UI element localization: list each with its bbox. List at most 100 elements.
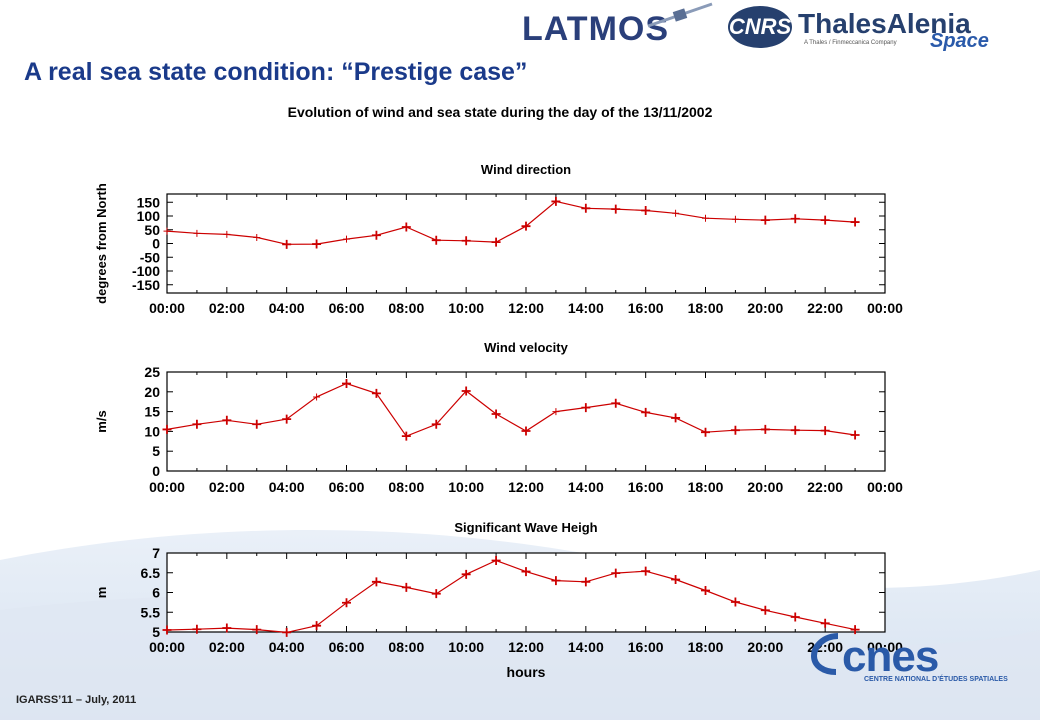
thales-alenia-space-text: Space: [930, 30, 989, 52]
data-point: [252, 625, 262, 635]
data-point: [641, 407, 651, 417]
data-point: [312, 239, 322, 249]
y-tick-label: 5.5: [141, 604, 161, 620]
x-axis-label-2: hours: [507, 664, 546, 680]
data-point: [820, 426, 830, 436]
series-line-2: [166, 559, 856, 634]
x-tick-label: 02:00: [209, 639, 245, 655]
x-tick-label: 14:00: [568, 300, 604, 316]
data-point: [701, 586, 710, 596]
data-point: [581, 577, 591, 587]
y-tick-label: 150: [137, 194, 161, 210]
x-tick-label: 08:00: [388, 300, 424, 316]
y-tick-label: 6.5: [141, 565, 161, 581]
data-point: [371, 230, 381, 240]
data-point: [342, 598, 351, 608]
data-point: [342, 378, 351, 388]
y-axis-label-2: m: [94, 587, 109, 599]
data-point: [611, 398, 621, 408]
x-tick-label: 08:00: [388, 479, 424, 495]
data-point: [343, 235, 350, 243]
data-point: [850, 217, 860, 227]
data-point: [312, 621, 322, 631]
y-tick-label: -50: [140, 249, 160, 265]
data-point: [672, 209, 680, 217]
data-point: [491, 237, 501, 247]
x-tick-label: 20:00: [747, 300, 783, 316]
x-tick-label: 00:00: [867, 479, 903, 495]
data-point: [641, 206, 651, 215]
x-tick-label: 20:00: [747, 479, 783, 495]
plot-frame-2: [166, 552, 886, 633]
chart-title-0: Wind direction: [481, 162, 571, 177]
x-tick-label: 14:00: [568, 479, 604, 495]
data-point: [611, 568, 621, 578]
x-tick-label: 06:00: [329, 639, 365, 655]
x-tick-label: 16:00: [628, 639, 664, 655]
y-tick-label: 25: [144, 364, 160, 380]
x-tick-label: 18:00: [688, 639, 724, 655]
x-tick-label: 00:00: [149, 300, 185, 316]
y-tick-label: 20: [144, 384, 160, 400]
data-point: [820, 618, 830, 628]
y-axis-label-1: m/s: [94, 410, 109, 432]
x-tick-label: 10:00: [448, 300, 484, 316]
cnrs-logo: CNRS: [728, 6, 792, 48]
data-point: [521, 426, 531, 436]
data-point: [581, 203, 591, 213]
x-tick-label: 14:00: [568, 639, 604, 655]
satellite-icon: [647, 2, 713, 28]
data-point: [193, 229, 201, 237]
y-tick-label: 50: [144, 222, 160, 238]
x-tick-label: 12:00: [508, 300, 544, 316]
x-tick-label: 00:00: [149, 479, 185, 495]
y-tick-label: 10: [144, 423, 160, 439]
data-point: [401, 222, 411, 232]
data-point: [431, 419, 441, 429]
data-point: [701, 427, 710, 437]
data-point: [850, 430, 860, 440]
data-point: [222, 623, 232, 633]
data-point: [730, 425, 740, 435]
x-tick-label: 06:00: [329, 300, 365, 316]
x-tick-label: 06:00: [329, 479, 365, 495]
data-point: [790, 612, 800, 622]
data-point: [401, 582, 411, 592]
data-point: [581, 403, 591, 413]
data-point: [192, 419, 202, 429]
x-tick-label: 04:00: [269, 479, 305, 495]
plot-frame-0: [166, 193, 886, 294]
data-point: [371, 388, 381, 398]
data-point: [760, 605, 770, 615]
figure-main-title: Evolution of wind and sea state during t…: [287, 104, 713, 120]
x-tick-label: 10:00: [448, 479, 484, 495]
chart-title-1: Wind velocity: [484, 340, 568, 355]
data-point: [461, 236, 471, 246]
x-tick-label: 00:00: [867, 639, 903, 655]
x-tick-label: 22:00: [807, 300, 843, 316]
data-point: [461, 386, 471, 396]
y-tick-label: 7: [152, 545, 160, 561]
data-point: [552, 408, 560, 416]
y-tick-label: 5: [152, 624, 160, 640]
data-point: [222, 415, 232, 425]
data-point: [731, 215, 739, 223]
y-tick-label: -100: [132, 263, 160, 279]
x-tick-label: 02:00: [209, 300, 245, 316]
x-tick-label: 00:00: [867, 300, 903, 316]
data-point: [730, 597, 740, 607]
data-point: [491, 409, 501, 419]
data-point: [760, 424, 770, 434]
data-point: [760, 215, 770, 225]
data-point: [820, 215, 830, 225]
data-point: [282, 239, 292, 249]
data-point: [461, 569, 471, 579]
data-point: [431, 589, 441, 599]
x-tick-label: 04:00: [269, 639, 305, 655]
x-tick-label: 16:00: [628, 479, 664, 495]
data-point: [611, 204, 621, 214]
data-point: [371, 577, 381, 587]
data-point: [253, 233, 261, 241]
slide-title: A real sea state condition: “Prestige ca…: [24, 58, 528, 86]
